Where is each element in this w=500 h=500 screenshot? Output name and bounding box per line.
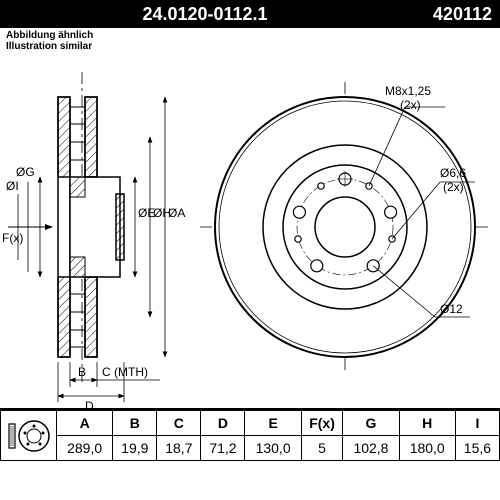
- disc-icon-cell: [1, 411, 57, 461]
- td-D: 71,2: [201, 436, 245, 461]
- label-thread: M8x1,25: [385, 84, 431, 98]
- td-F: 5: [301, 436, 343, 461]
- table-value-row: 289,0 19,9 18,7 71,2 130,0 5 102,8 180,0…: [1, 436, 500, 461]
- th-D: D: [201, 411, 245, 436]
- td-A: 289,0: [57, 436, 113, 461]
- technical-drawing: ØI ØG ØE ØH ØA F(x) B C (MTH: [0, 52, 500, 408]
- side-view: ØI ØG ØE ØH ØA F(x) B C (MTH: [2, 72, 185, 408]
- td-I: 15,6: [455, 436, 499, 461]
- th-H: H: [399, 411, 455, 436]
- front-view: M8x1,25 (2x) Ø6,6 (2x) Ø12: [200, 82, 490, 372]
- td-H: 180,0: [399, 436, 455, 461]
- td-C: 18,7: [157, 436, 201, 461]
- th-G: G: [343, 411, 399, 436]
- th-B: B: [113, 411, 157, 436]
- label-D: D: [85, 399, 94, 408]
- dimension-table: A B C D E F(x) G H I 289,0 19,9 18,7 71,…: [0, 408, 500, 461]
- label-F: F(x): [2, 231, 23, 245]
- table-header-row: A B C D E F(x) G H I: [1, 411, 500, 436]
- th-I: I: [455, 411, 499, 436]
- subtitle-line1: Abbildung ähnlich: [6, 30, 494, 41]
- subtitle: Abbildung ähnlich Illustration similar: [0, 28, 500, 52]
- label-hole-dia: Ø6,6: [440, 166, 466, 180]
- th-A: A: [57, 411, 113, 436]
- part-number-long: 24.0120-0112.1: [8, 4, 402, 25]
- label-dia-G: ØG: [16, 165, 35, 179]
- disc-icon: [7, 416, 51, 456]
- th-C: C: [157, 411, 201, 436]
- label-hole-qty: (2x): [443, 180, 464, 194]
- td-G: 102,8: [343, 436, 399, 461]
- th-F: F(x): [301, 411, 343, 436]
- td-B: 19,9: [113, 436, 157, 461]
- label-C: C (MTH): [102, 365, 148, 379]
- part-number-short: 420112: [402, 4, 492, 25]
- subtitle-line2: Illustration similar: [6, 41, 494, 52]
- label-B: B: [78, 365, 86, 379]
- header-bar: 24.0120-0112.1 420112: [0, 0, 500, 28]
- td-E: 130,0: [245, 436, 301, 461]
- label-dia-I: ØI: [6, 179, 19, 193]
- label-bolt-circle: Ø12: [440, 302, 463, 316]
- label-dia-A: ØA: [168, 206, 185, 220]
- th-E: E: [245, 411, 301, 436]
- label-thread-qty: (2x): [400, 98, 421, 112]
